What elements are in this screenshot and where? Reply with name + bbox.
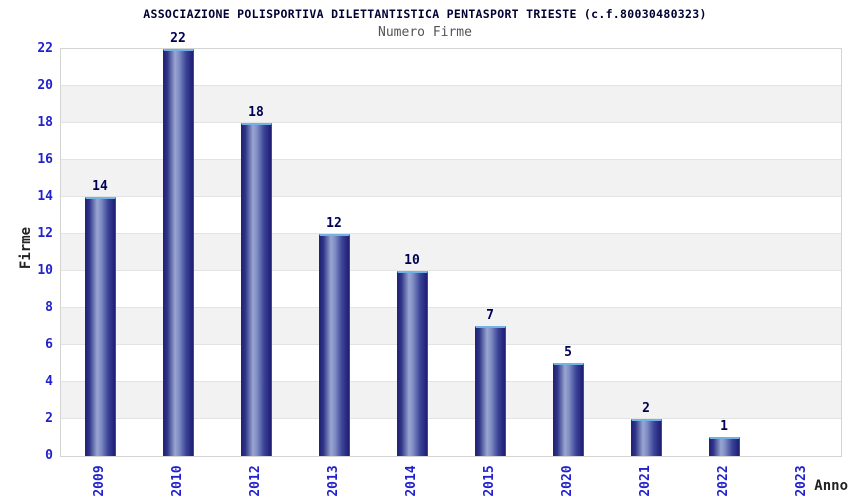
bar-value-label: 7 (486, 308, 494, 323)
y-axis-tick-label: 20 (37, 78, 53, 93)
y-axis-tick-label: 14 (37, 189, 53, 204)
y-axis-tick-label: 16 (37, 152, 53, 167)
gridline (61, 270, 841, 271)
bar (708, 437, 740, 456)
y-axis-tick-label: 12 (37, 226, 53, 241)
y-axis-tick-label: 6 (45, 337, 53, 352)
chart-subtitle: Numero Firme (378, 25, 472, 40)
x-axis-title: Anno (814, 478, 848, 494)
bar (318, 234, 350, 456)
x-axis-tick-label: 2014 (404, 465, 419, 497)
x-axis-tick-label: 2013 (326, 465, 341, 497)
bar-value-label: 5 (564, 345, 572, 360)
gridline (61, 85, 841, 86)
x-axis-tick-label: 2021 (638, 465, 653, 497)
y-axis-tick-label: 18 (37, 115, 53, 130)
plot-area: 14 22 18 12 10 7 5 2 1 (60, 31, 842, 457)
bar-value-label: 14 (92, 179, 108, 194)
y-axis-tick-label: 10 (37, 263, 53, 278)
bar (240, 123, 272, 456)
bar-value-label: 18 (248, 105, 264, 120)
x-axis-tick-label: 2015 (482, 465, 497, 497)
gridline (61, 233, 841, 234)
gridline (61, 307, 841, 308)
bar-value-label: 22 (170, 31, 186, 46)
chart-title: ASSOCIAZIONE POLISPORTIVA DILETTANTISTIC… (143, 7, 707, 21)
bar-value-label: 10 (404, 253, 420, 268)
bar (162, 49, 194, 456)
x-axis-tick-label: 2012 (248, 465, 263, 497)
y-axis-tick-label: 2 (45, 411, 53, 426)
bar-value-label: 2 (642, 401, 650, 416)
x-axis-tick-label: 2020 (560, 465, 575, 497)
gridline (61, 344, 841, 345)
y-axis-tick-label: 8 (45, 300, 53, 315)
bar (552, 363, 584, 456)
bar-value-label: 12 (326, 216, 342, 231)
bar (84, 197, 116, 456)
bar-value-label: 1 (720, 419, 728, 434)
bar (630, 419, 662, 456)
x-axis-tick-label: 2009 (92, 465, 107, 497)
x-axis-tick-label: 2010 (170, 465, 185, 497)
y-axis-tick-label: 4 (45, 374, 53, 389)
y-axis-tick-label: 22 (37, 41, 53, 56)
gridline (61, 381, 841, 382)
gridline (61, 122, 841, 123)
y-axis-tick-label: 0 (45, 448, 53, 463)
gridline (61, 196, 841, 197)
bar (474, 326, 506, 456)
x-axis-tick-label: 2022 (716, 465, 731, 497)
x-axis-tick-label: 2023 (794, 465, 809, 497)
bar (396, 271, 428, 456)
gridline (61, 159, 841, 160)
gridline (61, 418, 841, 419)
